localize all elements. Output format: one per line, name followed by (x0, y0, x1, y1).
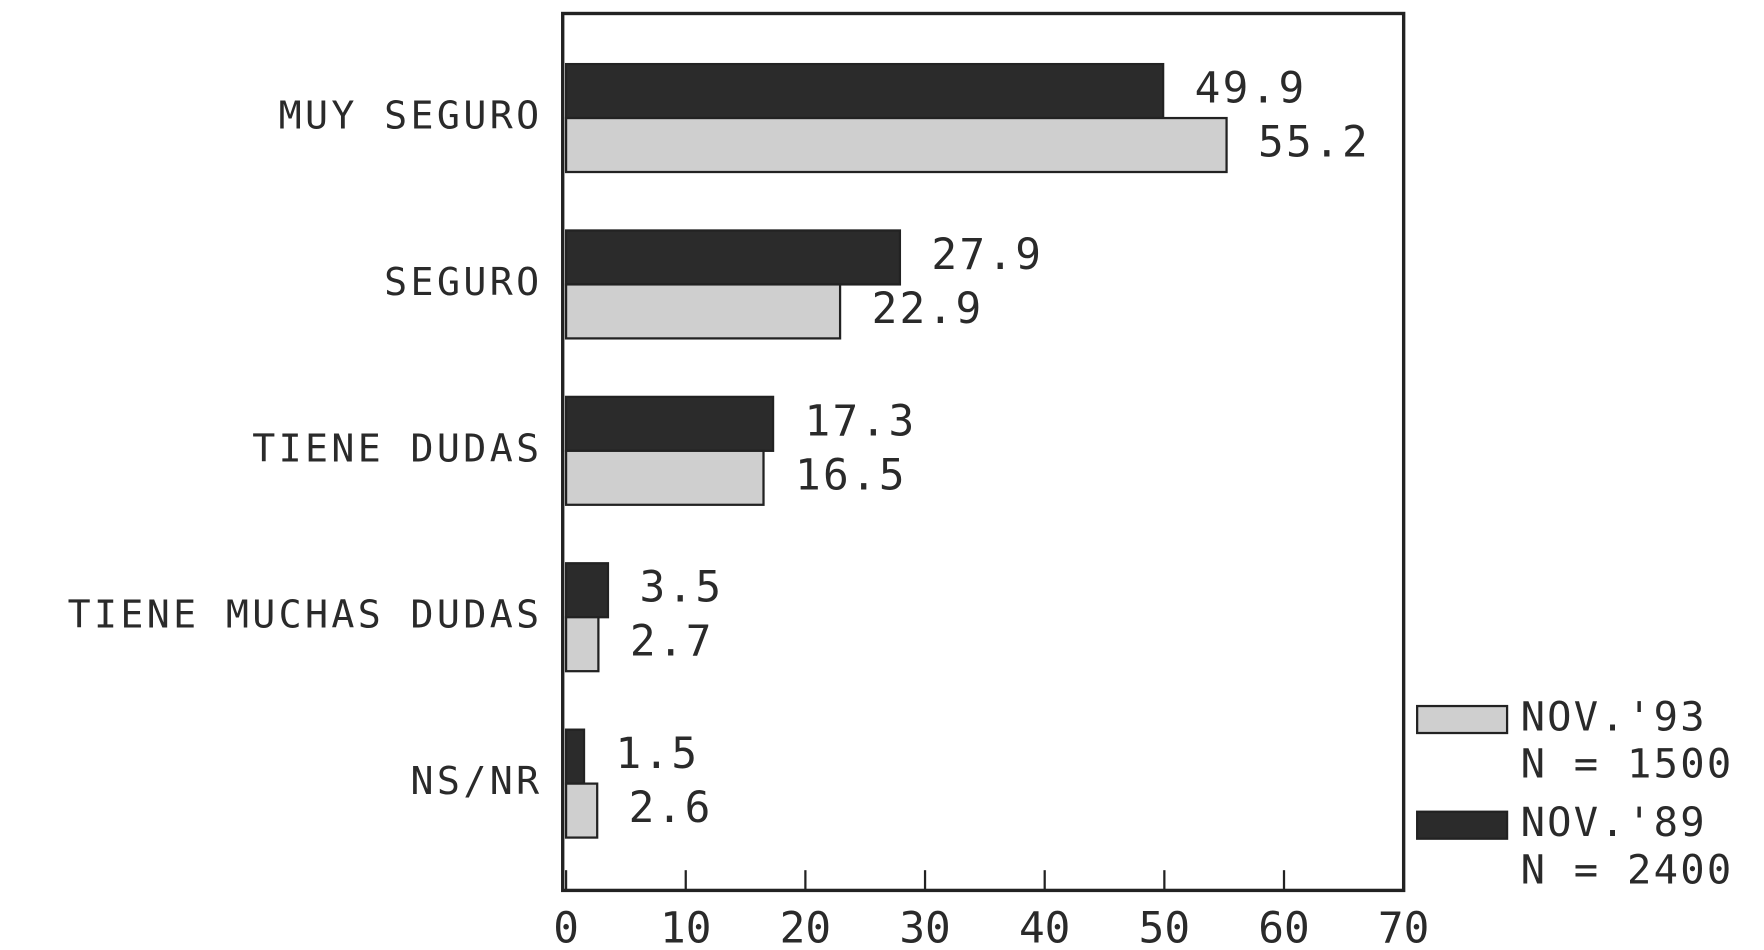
bar (564, 616, 600, 673)
value-label: 1.5 (616, 729, 700, 779)
value-label: 2.6 (629, 783, 713, 833)
legend-swatch (1416, 810, 1509, 840)
x-tick-label: 10 (660, 903, 711, 950)
category-label: TIENE DUDAS (252, 427, 542, 471)
category-label: MUY SEGURO (279, 95, 543, 139)
x-tick-label: 70 (1378, 903, 1429, 950)
bar (564, 62, 1165, 120)
category-label: NS/NR (411, 760, 543, 804)
legend-label: NOV.'93 (1521, 693, 1707, 741)
legend-sample: N = 2400 (1521, 845, 1734, 893)
category-label: TIENE MUCHAS DUDAS (68, 594, 543, 638)
value-label: 55.2 (1258, 118, 1370, 168)
legend-sample: N = 1500 (1521, 740, 1734, 788)
x-tick-label: 50 (1139, 903, 1190, 950)
x-tick-label: 20 (780, 903, 831, 950)
bar (564, 728, 586, 785)
value-label: 2.7 (630, 617, 714, 667)
value-label: 27.9 (931, 230, 1043, 280)
x-tick-label: 30 (899, 903, 950, 950)
legend-swatch (1416, 704, 1509, 735)
category-label: SEGURO (384, 261, 542, 305)
plot-frame (561, 11, 1406, 893)
bar (564, 395, 775, 452)
x-tick-label: 0 (553, 903, 579, 950)
value-label: 49.9 (1195, 64, 1307, 114)
x-tick-label: 40 (1019, 903, 1070, 950)
value-label: 16.5 (795, 450, 907, 500)
bar (564, 229, 902, 286)
value-label: 22.9 (872, 284, 984, 334)
value-label: 3.5 (639, 563, 723, 613)
legend-label: NOV.'89 (1521, 798, 1707, 846)
x-tick-label: 60 (1258, 903, 1309, 950)
bar (564, 449, 765, 506)
bar (564, 562, 610, 619)
bar (564, 116, 1228, 174)
bar (564, 782, 599, 839)
value-label: 17.3 (805, 396, 917, 446)
bar (564, 283, 842, 340)
